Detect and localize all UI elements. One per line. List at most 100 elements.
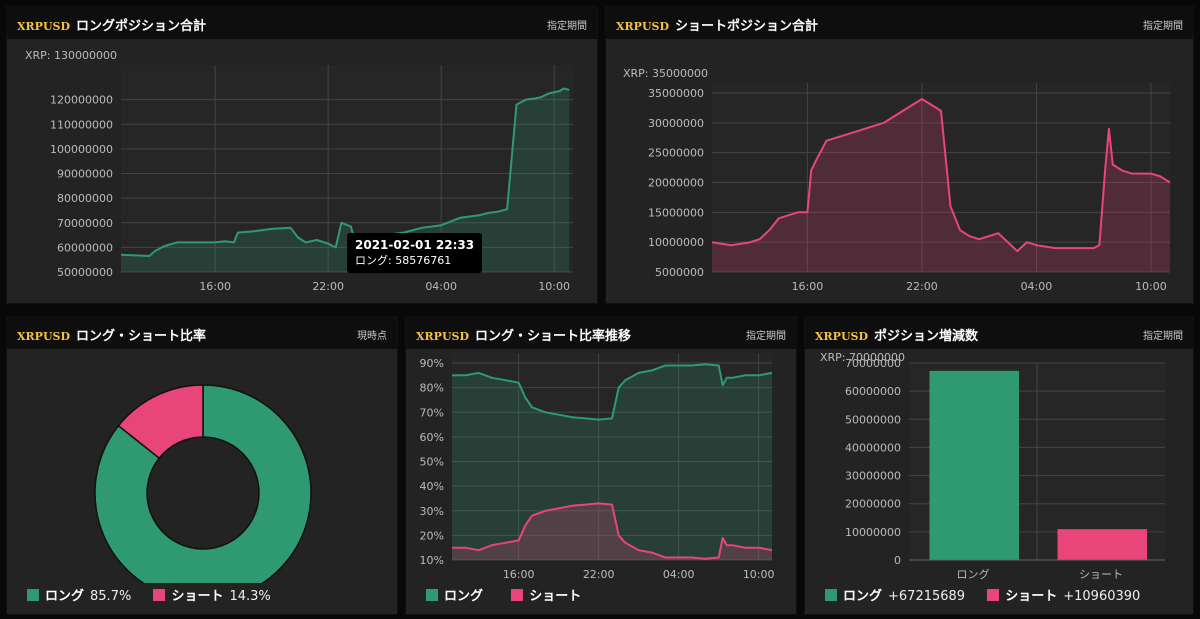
title-text: ポジション増減数: [874, 329, 979, 344]
panel-header: XRPUSD ロング・ショート比率推移 指定期間: [406, 317, 796, 349]
period-button[interactable]: 指定期間: [746, 331, 786, 342]
y-tick-label: 50000000: [57, 266, 113, 279]
short-change-value: +10960390: [1063, 589, 1141, 604]
panel-title: XRPUSD ロング・ショート比率推移: [416, 325, 631, 344]
bar: [1057, 529, 1148, 560]
current-button[interactable]: 現時点: [357, 331, 387, 342]
x-tick-label: ショート: [1079, 568, 1123, 581]
short-legend-label: ショート: [529, 589, 582, 604]
panel-header: XRPUSD ショートポジション合計 指定期間: [606, 7, 1193, 39]
panel-title: XRPUSD ポジション増減数: [815, 325, 978, 344]
tooltip-value: ロング: 58576761: [355, 254, 452, 267]
period-button[interactable]: 指定期間: [1143, 331, 1183, 342]
pie-slice: [94, 384, 312, 583]
long-swatch: [426, 589, 438, 601]
long-legend-label: ロング: [45, 589, 85, 604]
symbol-label: XRPUSD: [17, 20, 71, 33]
short-swatch: [511, 589, 524, 601]
y-tick-label: 30%: [420, 505, 444, 518]
y-tick-label: 80000000: [57, 192, 113, 205]
position-change-chart: 0 10000000 20000000 30000000 40000000 5000000…: [820, 351, 1165, 581]
x-tick-label: ロング: [957, 567, 990, 581]
y-tick-label: 90000000: [57, 168, 113, 181]
panel-header: XRPUSD ポジション増減数 指定期間: [805, 317, 1193, 349]
y-tick-label: 15000000: [648, 206, 704, 219]
series-area: [452, 364, 772, 560]
series-area: [121, 88, 570, 272]
y-tick-label: 0: [894, 554, 901, 567]
y-unit-label: XRP: 35000000: [623, 67, 708, 80]
y-tick-label: 10%: [420, 554, 444, 567]
long-legend-label: ロング: [444, 589, 484, 604]
short-total-chart: 5000000 10000000 15000000 20000000 25000000 3…: [623, 67, 1171, 293]
x-tick-label: 10:00: [538, 280, 570, 293]
short-total-panel: XRPUSD ショートポジション合計 指定期間 5000000 10000000 15…: [605, 6, 1194, 304]
long-change-value: +67215689: [888, 589, 966, 604]
short-legend-label: ショート: [171, 589, 224, 604]
y-tick-label: 50000000: [845, 413, 901, 426]
ratio-legend: ロング 85.7% ショート 14.3%: [27, 585, 289, 604]
x-tick-label: 04:00: [425, 280, 457, 293]
y-tick-label: 60000000: [57, 241, 113, 254]
series-line: [452, 363, 773, 421]
y-tick-label: 90%: [420, 357, 444, 370]
short-legend-label: ショート: [1005, 589, 1058, 604]
y-tick-label: 60000000: [845, 385, 901, 398]
y-tick-label: 35000000: [648, 87, 704, 100]
y-tick-label: 10000000: [648, 236, 704, 249]
y-tick-label: 30000000: [845, 470, 901, 483]
y-tick-label: 25000000: [648, 147, 704, 160]
y-tick-label: 80%: [420, 382, 444, 395]
y-unit-label: XRP: 130000000: [25, 49, 117, 62]
y-tick-label: 40%: [420, 480, 444, 493]
x-tick-label: 22:00: [906, 280, 938, 293]
bar: [929, 370, 1020, 560]
long-total-chart: 50000000 60000000 70000000 80000000 90000000…: [25, 49, 573, 293]
y-tick-label: 70000000: [845, 357, 901, 370]
short-swatch: [153, 589, 166, 601]
title-text: ショートポジション合計: [675, 19, 819, 34]
symbol-label: XRPUSD: [815, 330, 869, 343]
panel-title: XRPUSD ショートポジション合計: [616, 15, 818, 34]
long-total-panel: XRPUSD ロングポジション合計 指定期間 50000000 60000000 70…: [6, 6, 598, 304]
ratio-panel: XRPUSD ロング・ショート比率 現時点 ロング 85.7% ショート 14.3%: [6, 316, 398, 615]
x-tick-label: 16:00: [792, 280, 824, 293]
x-tick-label: 22:00: [583, 568, 615, 581]
change-legend: ロング +67215689 ショート +10960390: [825, 585, 1158, 604]
title-text: ロング・ショート比率推移: [475, 329, 632, 344]
y-tick-label: 5000000: [655, 266, 704, 279]
title-text: ロング・ショート比率: [76, 329, 207, 344]
y-unit-label: XRP: 70000000: [820, 351, 905, 364]
y-tick-label: 50%: [420, 456, 444, 469]
x-tick-label: 10:00: [743, 568, 775, 581]
symbol-label: XRPUSD: [616, 20, 670, 33]
short-percent: 14.3%: [229, 589, 271, 604]
y-tick-label: 30000000: [648, 117, 704, 130]
x-tick-label: 04:00: [663, 568, 695, 581]
panel-header: XRPUSD ロングポジション合計 指定期間: [7, 7, 597, 39]
trend-legend: ロング ショート: [426, 585, 587, 604]
y-tick-label: 10000000: [845, 526, 901, 539]
x-tick-label: 16:00: [503, 568, 535, 581]
chart-tooltip: 2021-02-01 22:33 ロング: 58576761: [347, 233, 483, 273]
title-text: ロングポジション合計: [76, 19, 207, 34]
period-button[interactable]: 指定期間: [547, 21, 587, 32]
y-tick-label: 120000000: [50, 94, 113, 107]
position-change-panel: XRPUSD ポジション増減数 指定期間 0 10000000 20000000 300…: [804, 316, 1194, 615]
y-tick-label: 100000000: [50, 143, 113, 156]
y-tick-label: 110000000: [50, 118, 113, 131]
x-tick-label: 04:00: [1021, 280, 1053, 293]
ratio-trend-chart: 10% 20% 30% 40% 50% 60% 70% 80% 90% 16:00 22:00 04:…: [420, 353, 775, 581]
y-tick-label: 20000000: [648, 177, 704, 190]
long-swatch: [27, 589, 39, 601]
y-tick-label: 40000000: [845, 441, 901, 454]
y-tick-label: 70000000: [57, 217, 113, 230]
period-button[interactable]: 指定期間: [1143, 21, 1183, 32]
long-legend-label: ロング: [843, 589, 883, 604]
panel-header: XRPUSD ロング・ショート比率 現時点: [7, 317, 397, 349]
series-line: [711, 98, 1171, 253]
ratio-trend-panel: XRPUSD ロング・ショート比率推移 指定期間 10% 20% 30% 40% 50% 6…: [405, 316, 797, 615]
series-line: [452, 502, 773, 560]
long-swatch: [825, 589, 837, 601]
series-area: [452, 503, 772, 560]
